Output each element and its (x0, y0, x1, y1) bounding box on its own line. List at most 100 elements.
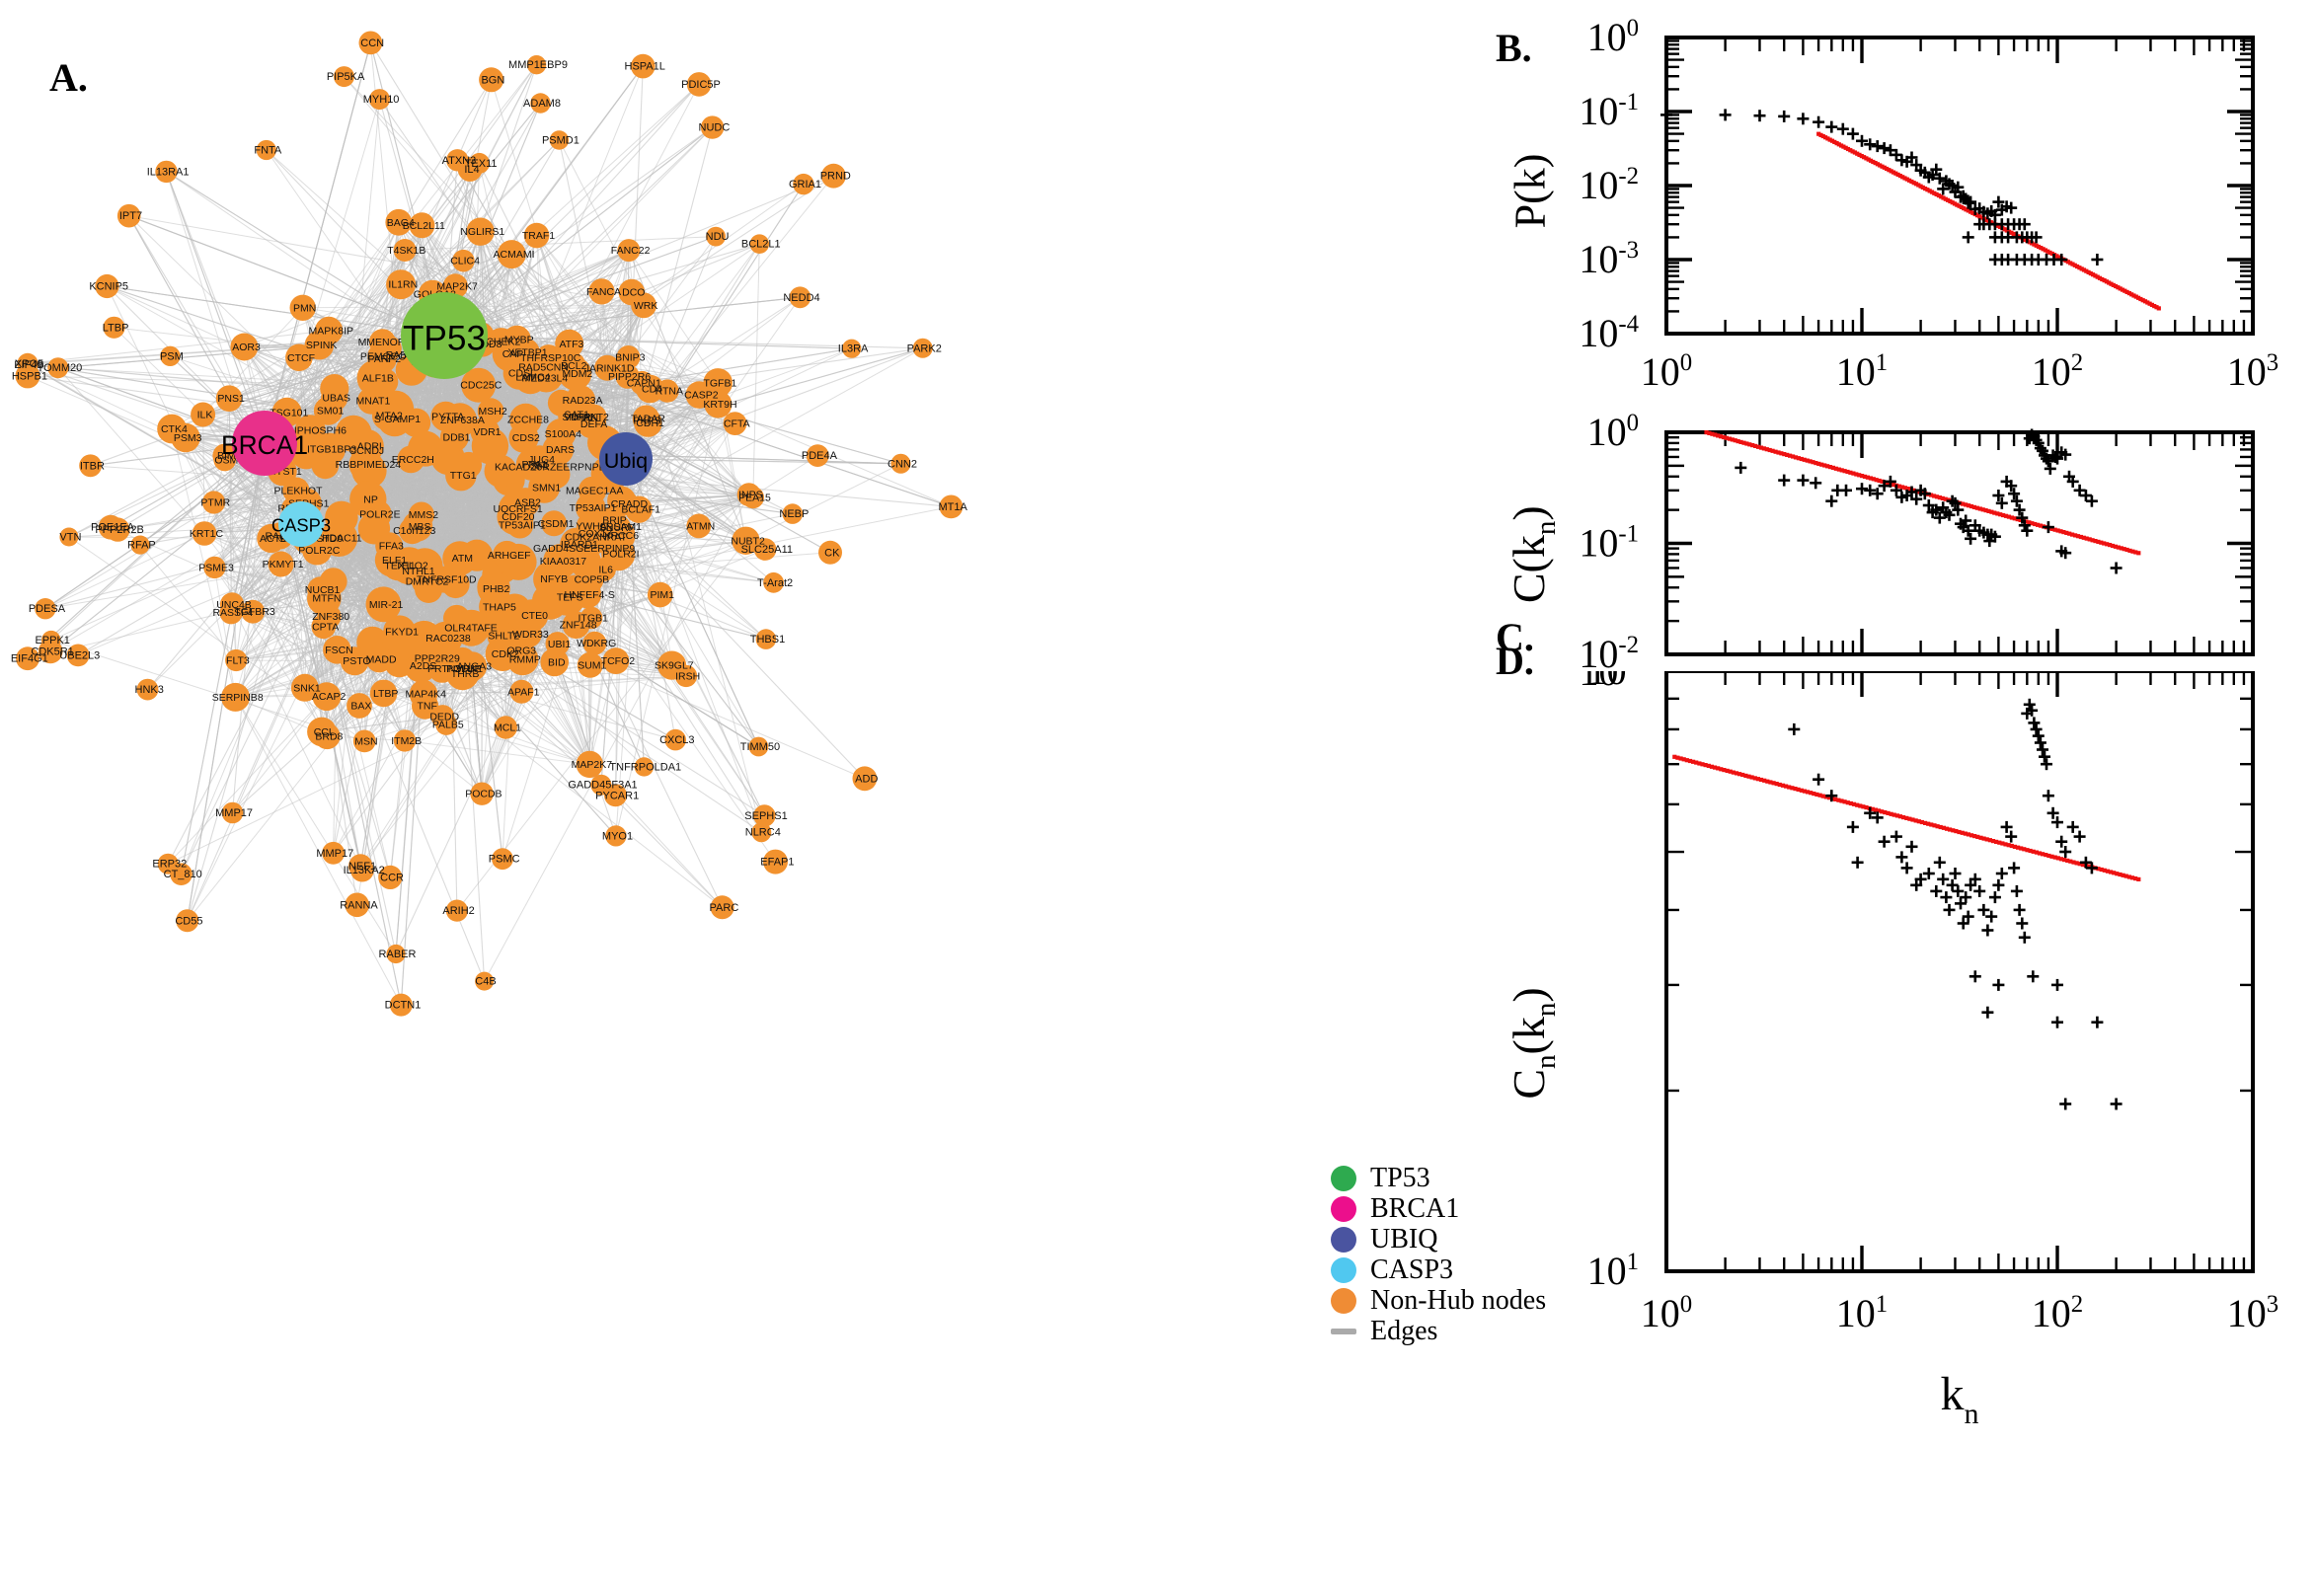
legend-swatch-tp53 (1331, 1166, 1356, 1191)
network-node-label: ARHGEF (488, 550, 531, 562)
network-node-label: PYTTA (431, 411, 464, 422)
network-node-label: PRND (820, 171, 851, 183)
axis-tick-label: 10-2 (1579, 632, 1639, 671)
network-node-label: IPT7 (119, 210, 142, 222)
legend-label-edges: Edges (1370, 1316, 1437, 1347)
network-node-label: NDU (706, 231, 730, 243)
network-node-label: ADAM8 (523, 98, 561, 110)
network-node-label: UBAS (322, 393, 350, 405)
network-node-label: EPPK1 (35, 635, 69, 646)
network-node-label: SEPHS1 (744, 810, 787, 822)
network-node-label: IL6 (598, 564, 613, 575)
network-node-label: PSMC (489, 854, 520, 866)
network-node-label: TCFO2 (601, 655, 636, 667)
axis-tick-label: 100 (1587, 15, 1639, 59)
network-node-label: CFTA (724, 418, 750, 430)
network-node-label: CTE0 (521, 610, 548, 622)
network-node-label: HNK3 (135, 684, 164, 696)
network-node-label: HSPB1 (12, 370, 47, 382)
network-node-label: RAD23A (563, 395, 603, 407)
plot-frame (1666, 38, 2253, 334)
network-node-label: PARC (710, 902, 739, 914)
network-node-label: MAPK8IP (309, 326, 354, 338)
network-node-label: MNAT1 (355, 396, 390, 408)
network-node-label: POCDB (465, 789, 502, 800)
axis-tick-label: 10-2 (1579, 163, 1639, 207)
network-node-label: PYCAR1 (595, 790, 639, 801)
network-node-label: LTBP (373, 688, 398, 700)
axis-tick-label: 101 (1836, 349, 1888, 394)
network-node-label: FLT3 (226, 655, 250, 667)
network-node-label: POLR2E (359, 508, 400, 520)
network-node-label: MCL1 (494, 722, 521, 734)
network-node-label: PARP2 (367, 353, 401, 365)
network-node-label: CDC25C (460, 380, 502, 392)
network-node-label: PMN (293, 302, 316, 314)
network-node-label: MAGEC1AA (566, 485, 623, 496)
network-node-label: SM01 (317, 406, 345, 418)
axis-tick-label: 103 (2227, 1291, 2278, 1335)
network-node-label: THBS1 (750, 634, 785, 646)
network-node-label: MADD (366, 654, 397, 666)
network-node-label: CTK4 (161, 423, 188, 435)
axis-tick-label: 100 (1641, 1291, 1692, 1335)
network-node-label: MYO1 (602, 830, 633, 842)
network-node-label: AOR3 (232, 342, 261, 353)
network-node-label: IL13RA1 (147, 166, 190, 178)
plot-frame (1666, 671, 2253, 1271)
network-node-label: CT_810 (164, 869, 202, 880)
axis-tick-label: 10-4 (1579, 311, 1639, 355)
panel-d-canvas: 10-2102101100101102103Cn(kn)kn (1441, 671, 2316, 1591)
network-node-label: IRSH (675, 670, 700, 682)
network-node-label: PSME3 (198, 562, 234, 573)
network-node-label: NP (363, 494, 378, 505)
panel-d-ylabel: Cn(kn) (1504, 987, 1562, 1099)
axis-tick-label: 102 (2032, 1291, 2083, 1335)
network-node-label: ACMAMI (494, 249, 535, 261)
network-node-label: TEX11 (465, 158, 498, 170)
network-node-label: DDB1 (442, 432, 470, 444)
network-node-label: CCN (360, 38, 384, 49)
network-node-label: PTMR (200, 497, 230, 509)
network-node-label: HNFEF4-S (565, 589, 615, 601)
network-node-label: TADAR (631, 414, 665, 425)
network-node-label: WDKRG (577, 638, 616, 649)
network-node-label: BCL2L11 (403, 220, 445, 232)
network-node-label: POLR2C (298, 545, 340, 557)
network-node-label: MIR-21 (369, 599, 404, 611)
network-node-label: PIPP2R6 (608, 371, 651, 383)
network-node-label: BGN (481, 74, 504, 86)
network-node-label: CCNDJ (349, 445, 385, 457)
network-node-label: MMP1EBP9 (508, 59, 568, 71)
network-node-label: FNTA (254, 145, 282, 157)
axis-tick-label: 10-3 (1579, 237, 1639, 281)
network-node-label: MED23L4 (522, 372, 569, 384)
network-node-label: PDESA (29, 603, 66, 615)
network-node-label: MMP17 (215, 807, 253, 819)
network-node-label: PPP2R2B (95, 524, 144, 536)
network-node-label: SHLT2 (488, 630, 519, 642)
network-node-label: BAX (350, 701, 371, 713)
hub-node-label-casp3: CASP3 (271, 515, 331, 536)
network-node-label: RABER (379, 949, 417, 960)
network-node-label: FFA3 (379, 541, 404, 553)
network-node-label: T-Arat2 (757, 577, 793, 589)
network-node-label: PDIC5P (681, 79, 721, 91)
network-node-label: KIAA0317 (540, 556, 586, 568)
network-node-label: CXCL3 (659, 734, 694, 746)
network-node-label: BCL2L1 (741, 239, 781, 251)
network-node-label: PIP5KA (327, 71, 365, 83)
network-node-label: ATM (452, 553, 473, 565)
network-node-label: RANNA (340, 899, 378, 911)
network-node-label: T4SK1B (387, 245, 425, 257)
network-node-label: DCO (622, 287, 645, 299)
network-node-label: TTG1 (450, 470, 477, 482)
network-node-label: THFRSP10C (520, 352, 581, 364)
network-node-label: ITM2B (391, 735, 422, 747)
hub-node-label-ubiq: Ubiq (604, 448, 648, 473)
axis-tick-label: 102 (2032, 349, 2083, 394)
network-node-label: AKT2 (583, 412, 609, 423)
network-node-label: GRIA1 (789, 179, 821, 190)
